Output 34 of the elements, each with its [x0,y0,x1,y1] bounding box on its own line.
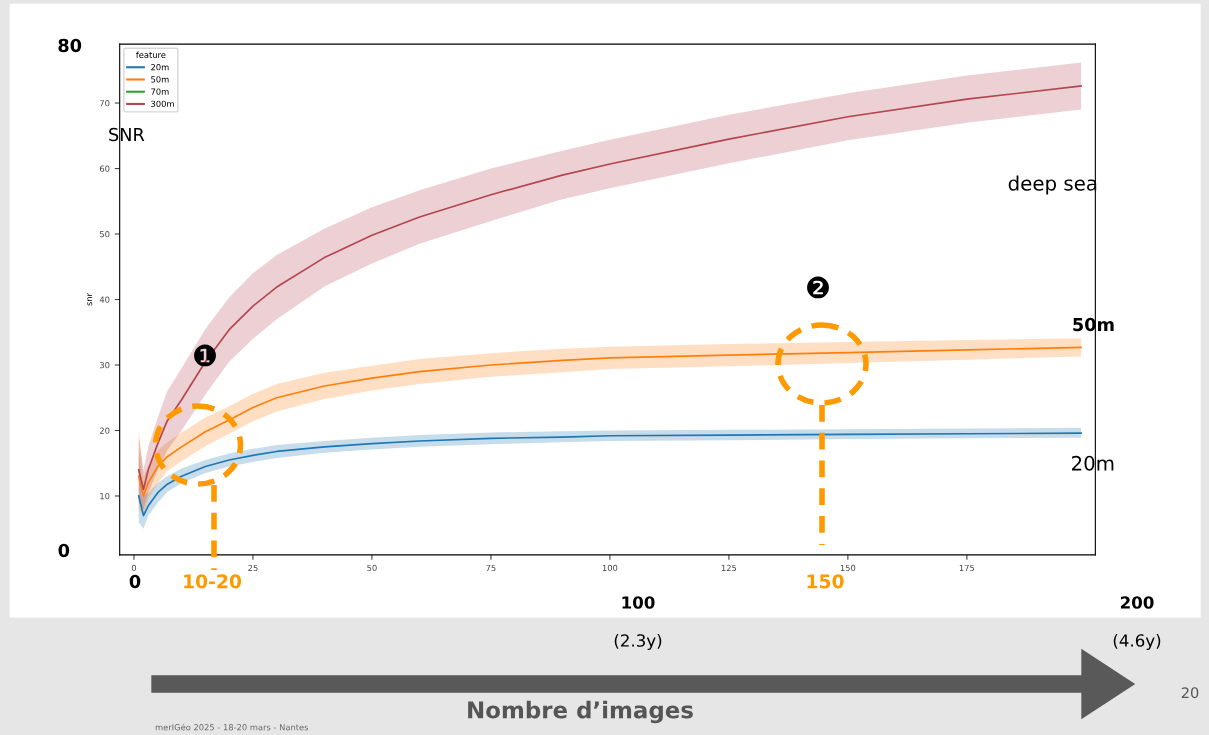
y-tick-label: 40 [99,296,110,303]
x-tick-label: 125 [721,564,737,572]
text: Nombre d’images [468,700,693,724]
legend-label: 20m [151,63,169,71]
legend-label: 70m [151,88,169,95]
text: 200 [1120,596,1154,609]
x-tick-label: 175 [959,564,975,572]
y-tick-label: 10 [100,492,110,500]
annotation: ❷ [807,276,829,299]
x-tick-label: 150 [840,564,856,572]
text: 10-20 [184,574,242,589]
x-tick-label: 75 [486,564,496,572]
y-tick-label: 30 [100,361,110,369]
text: 100 [622,596,655,609]
legend-label: 300m [151,100,174,107]
y-tick-label: 60 [99,165,110,172]
legend-label: 50m [151,76,169,83]
text: 20 [1181,687,1199,699]
y-tick-label: 20 [99,427,110,434]
text: (2.3y) [614,633,662,651]
x-tick-label: 25 [248,564,258,572]
text: 80 [58,38,82,53]
text: 150 [807,574,844,589]
legend-title: feature [136,51,166,59]
y-axis-title: snr [87,292,93,306]
text: merIGéo 2025 - 18-20 mars - Nantes [155,723,309,731]
x-tick-label: 50 [367,564,377,572]
text: 0 [129,574,141,589]
x-tick-label: 100 [602,564,618,572]
text: 0 [58,543,70,558]
x-tick-label: 0 [131,564,137,572]
y-tick-label: 70 [100,100,110,107]
y-tick-label: 50 [100,231,110,238]
text: (4.6y) [1113,633,1161,651]
